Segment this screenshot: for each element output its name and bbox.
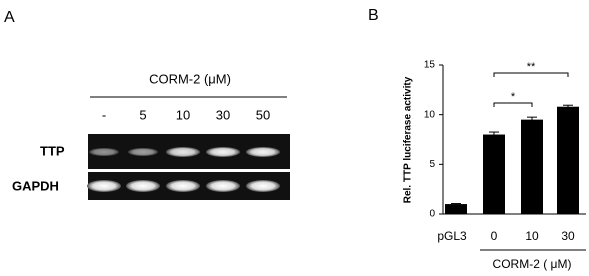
treatment-label: CORM-2 (μM)	[149, 71, 231, 86]
significance-label: *	[511, 91, 516, 103]
row-label: TTP	[40, 143, 65, 158]
bar	[521, 119, 543, 214]
bar	[483, 134, 505, 214]
significance-label: **	[527, 61, 536, 73]
lane-label: -	[102, 107, 106, 122]
x-tick-label: 10	[525, 229, 539, 243]
lane-labels: - 5 10 30 50	[102, 107, 270, 122]
y-tick-label: 5	[429, 159, 435, 170]
gel-bands	[87, 147, 280, 192]
bar	[557, 106, 579, 214]
y-tick-label: 10	[424, 109, 436, 120]
y-axis-label: Rel. TTP luciferase activity	[403, 76, 414, 203]
lane-label: 5	[139, 107, 146, 122]
x-group-label: CORM-2 ( μM)	[493, 257, 572, 271]
y-tick-label: 0	[429, 209, 435, 220]
x-tick-label: 30	[561, 229, 575, 243]
significance-bracket	[493, 102, 533, 107]
significance-bracket	[493, 72, 569, 77]
x-tick-label: pGL3	[437, 229, 467, 243]
x-tick-label: 0	[491, 229, 498, 243]
bar	[445, 204, 467, 214]
lane-label: 50	[256, 107, 270, 122]
panel-label: A	[4, 9, 15, 26]
lane-label: 10	[176, 107, 190, 122]
panel-label: B	[368, 7, 379, 24]
y-tick-label: 15	[424, 60, 436, 71]
row-label: GAPDH	[12, 178, 59, 193]
lane-label: 30	[216, 107, 230, 122]
